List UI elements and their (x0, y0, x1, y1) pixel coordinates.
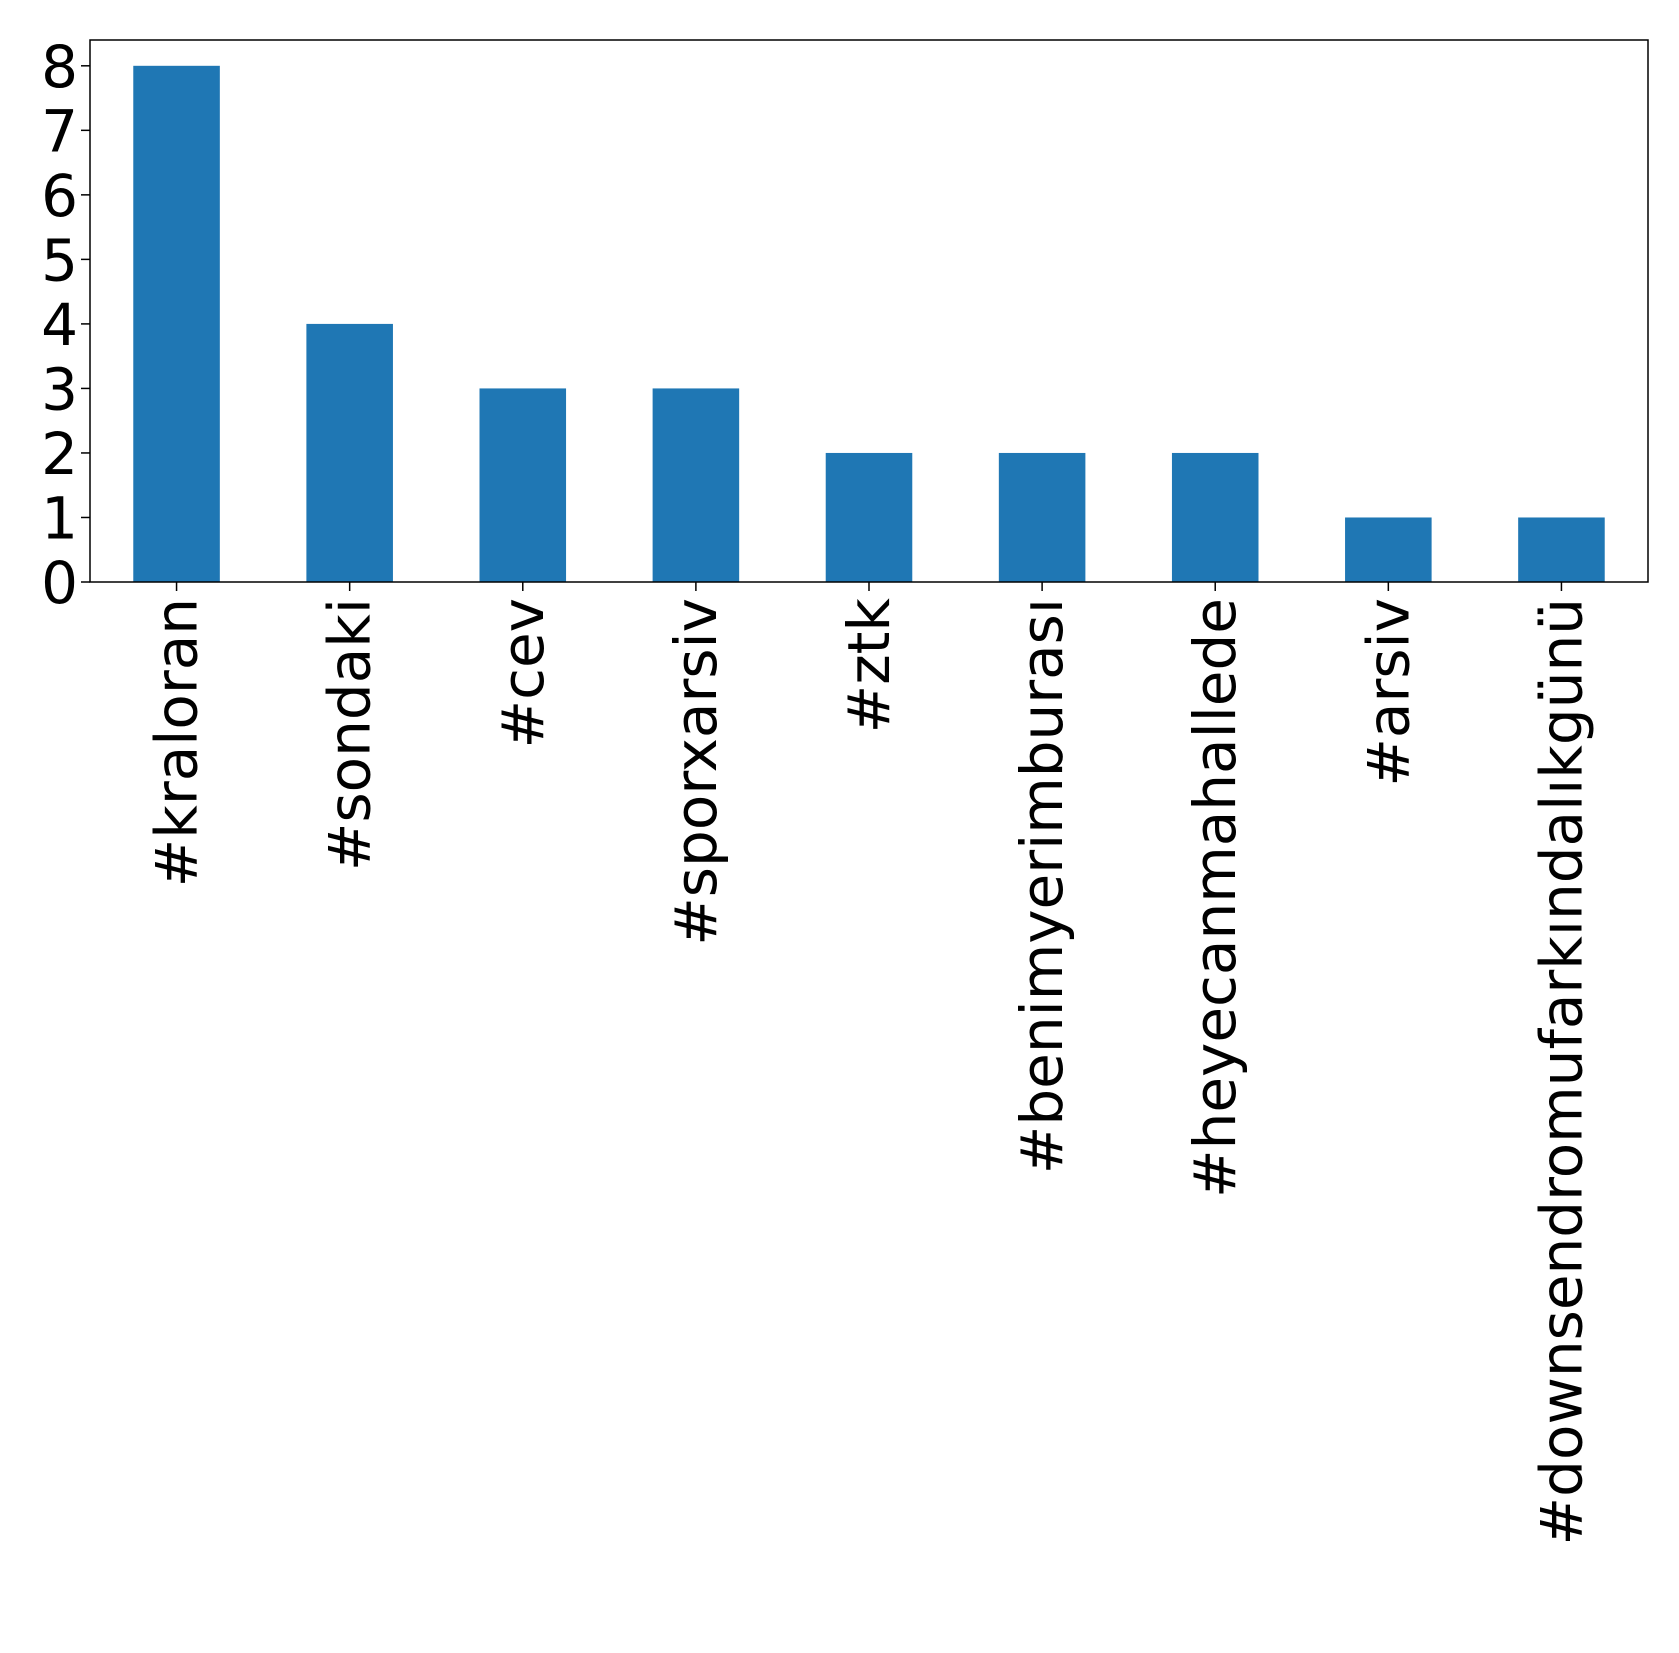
x-tick-label: #kraloran (143, 598, 211, 887)
x-axis: #kraloran #sondaki #cev #sporxarsiv #ztk #ben… (143, 582, 1595, 1545)
bar-4 (825, 452, 913, 582)
y-tick-label: 4 (41, 291, 78, 359)
bar-6 (1171, 452, 1259, 582)
plot-frame (89, 39, 1649, 583)
x-tick-label: #ztk (835, 598, 903, 734)
bar-5 (998, 452, 1086, 582)
y-tick-label: 1 (41, 484, 78, 552)
bar-7 (1345, 517, 1432, 582)
bar-0 (133, 65, 220, 583)
x-tick-label: #heyecanmahallede (1181, 598, 1249, 1198)
y-tick-label: 3 (41, 355, 78, 423)
x-tick-label: #downsendromufarkındalıkgünü (1527, 598, 1595, 1545)
bar-8 (1518, 517, 1605, 582)
bars-layer (133, 65, 1605, 583)
y-tick-label: 8 (41, 33, 78, 101)
x-tick-label: #sporxarsiv (662, 598, 730, 946)
x-tick-label: #benimyerimburası (1008, 598, 1076, 1174)
x-tick-label: #arsiv (1354, 598, 1422, 787)
bar-2 (479, 388, 567, 582)
y-tick-label: 2 (41, 420, 78, 488)
bar-1 (306, 323, 393, 582)
x-tick-label: #cev (489, 598, 557, 749)
y-tick-label: 5 (41, 226, 78, 294)
y-tick-label: 6 (41, 162, 78, 230)
y-tick-label: 7 (41, 97, 78, 165)
x-tick-label: #sondaki (316, 598, 384, 871)
y-tick-label: 0 (41, 549, 78, 617)
bar-3 (652, 388, 740, 582)
